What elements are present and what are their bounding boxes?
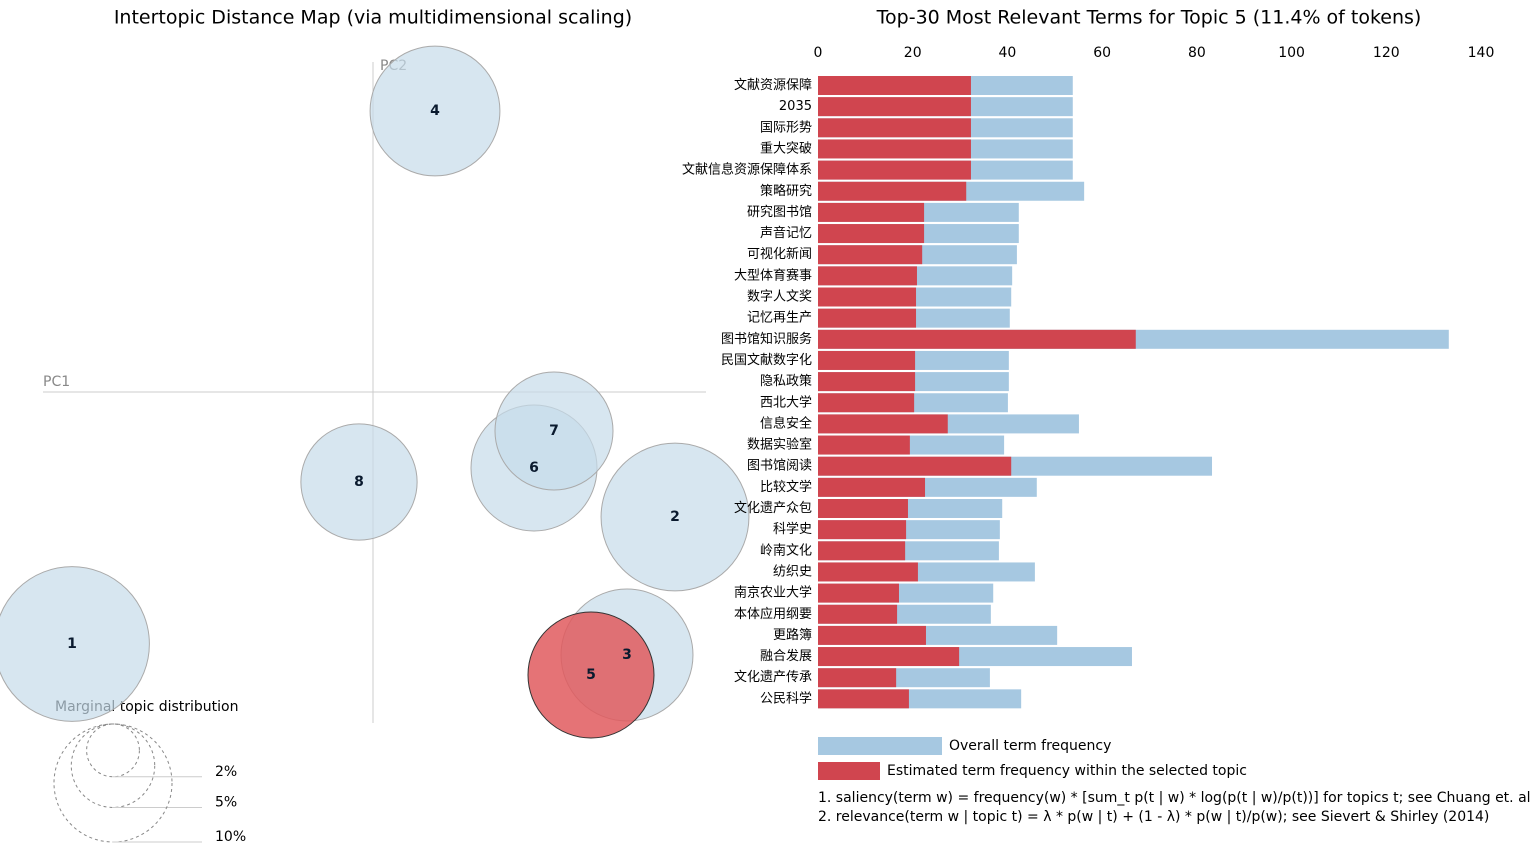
bar-title: Top-30 Most Relevant Terms for Topic 5 (…	[876, 7, 1422, 29]
term-label: 重大突破	[760, 140, 812, 156]
term-label: 比较文学	[760, 479, 812, 495]
legend-label: Overall term frequency	[949, 738, 1111, 754]
term-label: 融合发展	[760, 648, 812, 664]
bar	[818, 499, 908, 518]
topic-label: 8	[354, 474, 364, 490]
note: 2. relevance(term w | topic t) = λ * p(w…	[818, 809, 1489, 825]
pc1-label: PC1	[43, 374, 70, 390]
x-tick-label: 120	[1373, 45, 1400, 61]
bar	[818, 308, 917, 328]
bar	[818, 625, 926, 645]
term-label: 文献信息资源保障体系	[682, 162, 812, 178]
bar	[818, 139, 971, 159]
term-label: 岭南文化	[760, 542, 812, 558]
bar	[818, 541, 906, 561]
legend-label: Estimated term frequency within the sele…	[887, 763, 1247, 779]
bar	[818, 372, 916, 392]
bar	[818, 329, 1136, 349]
bar	[818, 350, 916, 370]
bar	[818, 562, 918, 582]
x-tick-label: 100	[1278, 45, 1305, 61]
bar	[818, 647, 960, 667]
bar	[818, 668, 897, 688]
bar	[818, 520, 907, 540]
x-tick-label: 20	[904, 45, 922, 61]
topic-bubble	[300, 423, 418, 541]
term-label: 纺织史	[773, 564, 812, 579]
term-label: 更路簿	[773, 627, 812, 643]
bar	[818, 224, 925, 244]
topic-label: 6	[529, 460, 539, 476]
bar	[818, 435, 910, 455]
topic-label: 5	[586, 667, 596, 683]
term-label: 本体应用纲要	[734, 606, 812, 622]
term-label: 南京农业大学	[734, 585, 812, 601]
size-legend-circle	[70, 723, 156, 808]
bar	[818, 604, 898, 624]
bar	[818, 118, 971, 138]
topic-bubble	[527, 611, 655, 739]
term-label: 可视化新闻	[747, 246, 812, 262]
topic-bubble	[600, 442, 750, 592]
legend-swatch	[818, 737, 942, 755]
term-label: 图书馆阅读	[747, 459, 812, 474]
bar	[818, 414, 948, 434]
term-label: 2035	[779, 99, 812, 114]
x-tick-label: 60	[1093, 45, 1111, 61]
size-legend-label: 5%	[215, 794, 237, 810]
topic-bubble	[0, 566, 150, 722]
size-legend-circle	[53, 723, 173, 843]
term-label: 文化遗产传承	[734, 670, 812, 685]
term-label: 研究图书馆	[747, 205, 812, 220]
bar	[818, 477, 926, 497]
topic-label: 3	[622, 647, 632, 663]
bar	[818, 583, 899, 603]
term-label: 数字人文奖	[747, 290, 812, 305]
term-label: 隐私政策	[760, 373, 812, 389]
size-legend-label: 10%	[215, 829, 246, 845]
topic-label: 2	[670, 509, 680, 525]
bar	[818, 202, 925, 222]
term-label: 图书馆知识服务	[721, 331, 812, 347]
x-tick-label: 80	[1188, 45, 1206, 61]
term-label: 民国文献数字化	[721, 353, 812, 368]
map-title: Intertopic Distance Map (via multidimens…	[114, 7, 632, 29]
topic-bubble	[369, 45, 501, 177]
x-tick-label: 0	[814, 45, 823, 61]
bar	[818, 160, 971, 180]
bar	[818, 266, 917, 286]
topic-bubble	[494, 371, 614, 491]
term-label: 策略研究	[760, 183, 812, 199]
term-label: 文化遗产众包	[734, 501, 812, 516]
bar	[818, 97, 971, 117]
bar	[818, 181, 967, 201]
bar	[818, 393, 915, 413]
x-tick-label: 40	[999, 45, 1017, 61]
topic-label: 1	[67, 636, 77, 652]
x-tick-label: 140	[1468, 45, 1495, 61]
bar	[818, 245, 923, 265]
term-label: 科学史	[773, 521, 812, 537]
bar	[818, 456, 1012, 476]
topic-label: 4	[430, 103, 440, 119]
term-label: 国际形势	[760, 119, 812, 135]
term-label: 声音记忆	[760, 225, 812, 241]
bar	[818, 287, 917, 307]
topic-label: 7	[549, 423, 559, 439]
note: 1. saliency(term w) = frequency(w) * [su…	[818, 790, 1534, 806]
size-legend-circle	[86, 723, 140, 778]
term-label: 数据实验室	[747, 437, 812, 453]
term-label: 大型体育赛事	[734, 267, 812, 283]
size-legend-label: 2%	[215, 764, 237, 780]
term-label: 公民科学	[760, 690, 812, 706]
term-label: 西北大学	[760, 394, 812, 410]
term-label: 信息安全	[760, 415, 812, 431]
term-label: 文献资源保障	[734, 78, 812, 93]
bar	[818, 76, 971, 95]
legend-swatch	[818, 762, 880, 780]
term-label: 记忆再生产	[747, 310, 812, 326]
bar	[818, 689, 909, 709]
